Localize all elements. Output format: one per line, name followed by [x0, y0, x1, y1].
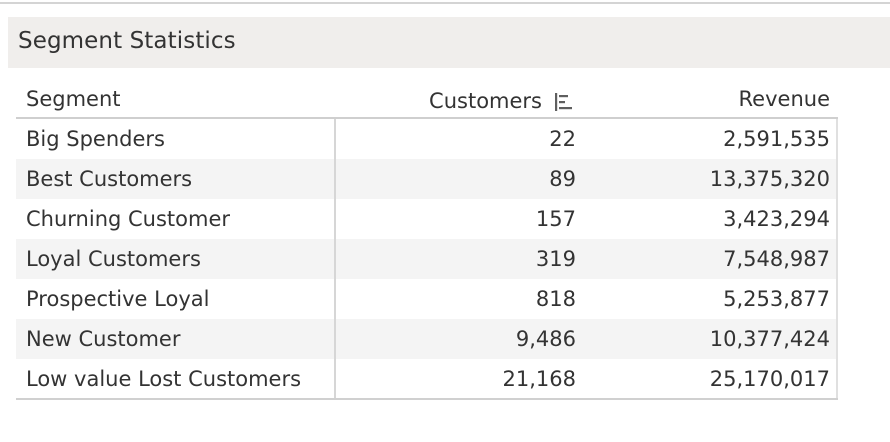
customers-cell: 22 [549, 127, 576, 151]
segment-cell: Churning Customer [26, 207, 231, 231]
segment-column-divider [334, 119, 336, 399]
revenue-cell: 5,253,877 [723, 287, 830, 311]
segment-cell: Big Spenders [26, 127, 165, 151]
top-divider [0, 2, 890, 4]
revenue-cell: 3,423,294 [723, 207, 830, 231]
revenue-cell: 25,170,017 [709, 367, 830, 391]
revenue-cell: 2,591,535 [723, 127, 830, 151]
table-header-row: Segment Customers Revenue [16, 80, 838, 118]
segment-cell: Prospective Loyal [26, 287, 210, 311]
revenue-cell: 13,375,320 [709, 167, 830, 191]
table-row[interactable]: Loyal Customers 319 7,548,987 [16, 239, 838, 279]
column-header-customers-wrap[interactable]: Customers [429, 87, 576, 115]
table-body: Big Spenders 22 2,591,535 Best Customers… [16, 119, 838, 399]
customers-cell: 157 [535, 207, 576, 231]
page-title: Segment Statistics [18, 28, 236, 54]
table-bottom-border [16, 398, 838, 400]
table-row[interactable]: Churning Customer 157 3,423,294 [16, 199, 838, 239]
column-header-customers[interactable]: Customers [429, 89, 542, 113]
segment-cell: Loyal Customers [26, 247, 201, 271]
table-row[interactable]: Prospective Loyal 818 5,253,877 [16, 279, 838, 319]
customers-cell: 89 [549, 167, 576, 191]
table-row[interactable]: Low value Lost Customers 21,168 25,170,0… [16, 359, 838, 399]
sort-icon[interactable] [554, 91, 576, 113]
customers-cell: 21,168 [502, 367, 576, 391]
title-bar: Segment Statistics [8, 17, 890, 68]
segment-cell: Best Customers [26, 167, 193, 191]
column-header-segment[interactable]: Segment [26, 87, 121, 111]
table-row[interactable]: Big Spenders 22 2,591,535 [16, 119, 838, 159]
revenue-cell: 10,377,424 [709, 327, 830, 351]
table-right-border [836, 119, 838, 399]
segment-cell: New Customer [26, 327, 181, 351]
customers-cell: 319 [535, 247, 576, 271]
column-header-revenue[interactable]: Revenue [738, 87, 830, 111]
segment-cell: Low value Lost Customers [26, 367, 302, 391]
customers-cell: 9,486 [515, 327, 576, 351]
table-row[interactable]: Best Customers 89 13,375,320 [16, 159, 838, 199]
customers-cell: 818 [535, 287, 576, 311]
header-divider [16, 117, 838, 119]
revenue-cell: 7,548,987 [723, 247, 830, 271]
table-row[interactable]: New Customer 9,486 10,377,424 [16, 319, 838, 359]
